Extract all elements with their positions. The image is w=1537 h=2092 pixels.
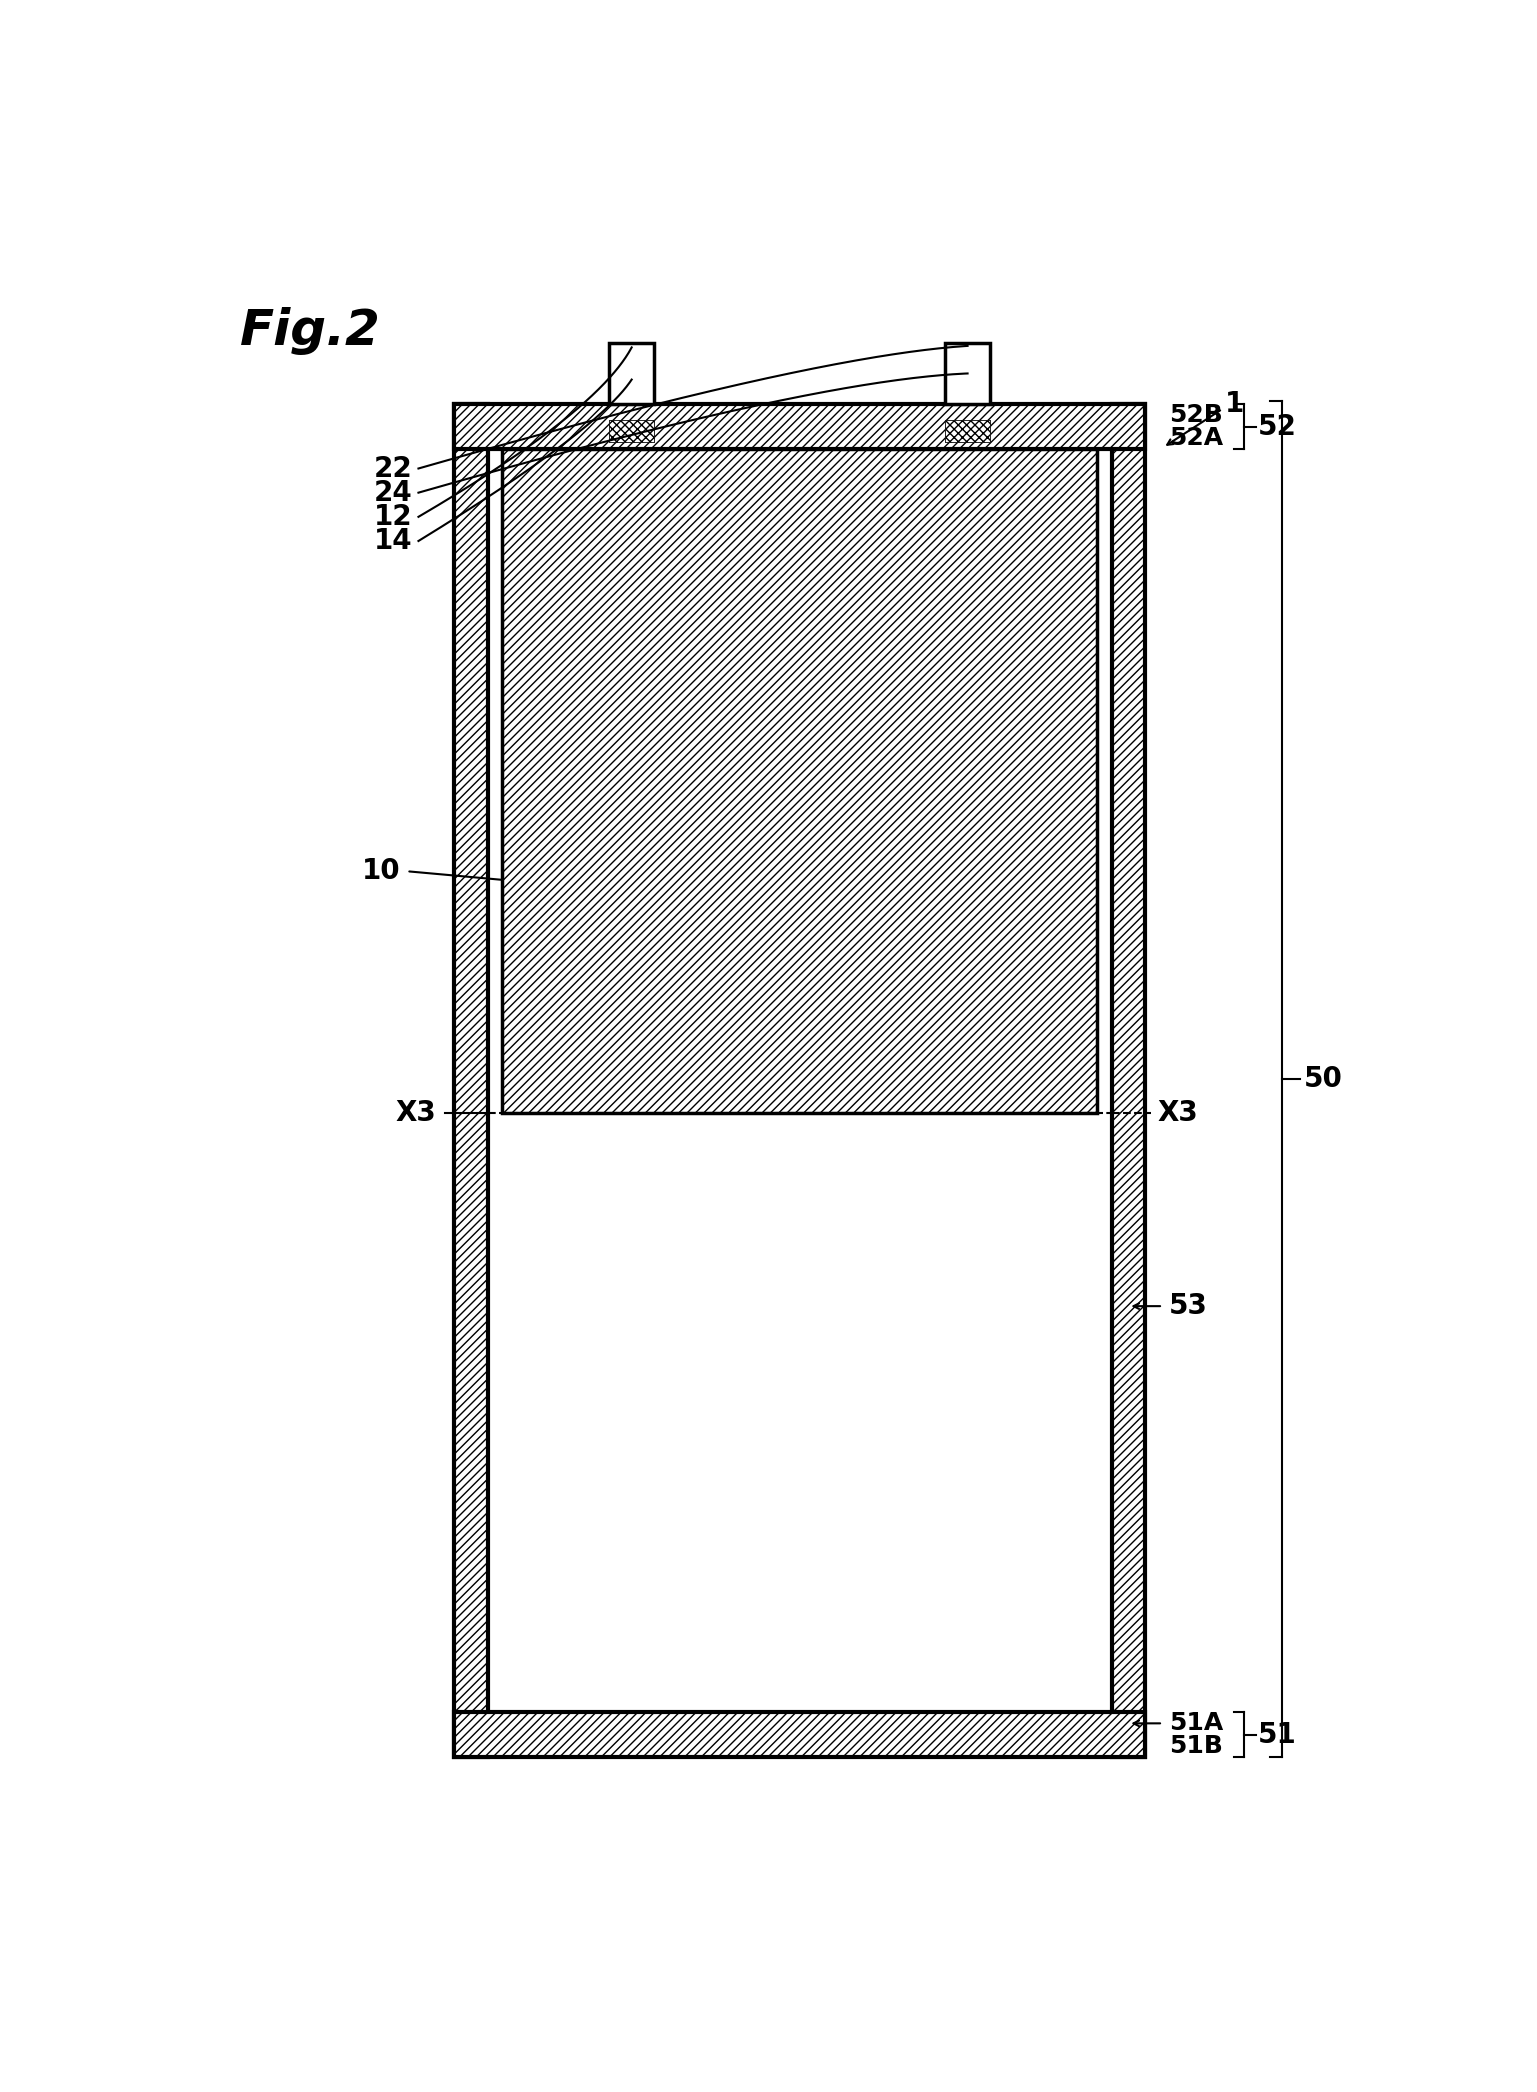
Text: 24: 24: [373, 479, 412, 506]
Text: 52: 52: [1259, 412, 1297, 441]
Bar: [609, 420, 655, 441]
Text: 10: 10: [361, 858, 401, 885]
Bar: [609, 420, 655, 441]
Bar: [455, 404, 487, 1757]
Bar: [945, 420, 990, 441]
Bar: [609, 343, 655, 404]
Text: 14: 14: [373, 527, 412, 554]
Text: X3: X3: [395, 1098, 437, 1128]
Text: X3: X3: [1157, 1098, 1197, 1128]
Bar: [501, 450, 1097, 1113]
Text: 51A: 51A: [1170, 1711, 1223, 1736]
Bar: [487, 450, 1111, 1711]
Bar: [945, 420, 990, 441]
Bar: [455, 404, 1145, 450]
Text: 1: 1: [1225, 389, 1243, 418]
Text: Fig.2: Fig.2: [240, 308, 381, 356]
Text: 52A: 52A: [1170, 427, 1223, 450]
Bar: [455, 1711, 1145, 1757]
Text: 50: 50: [1303, 1065, 1342, 1094]
Text: 12: 12: [373, 502, 412, 531]
Text: 52B: 52B: [1170, 404, 1222, 427]
Text: 22: 22: [373, 454, 412, 483]
Bar: [1111, 404, 1145, 1757]
Text: 51B: 51B: [1170, 1734, 1223, 1757]
Text: 53: 53: [1170, 1293, 1208, 1320]
Bar: [945, 343, 990, 404]
Text: 51: 51: [1259, 1720, 1297, 1749]
